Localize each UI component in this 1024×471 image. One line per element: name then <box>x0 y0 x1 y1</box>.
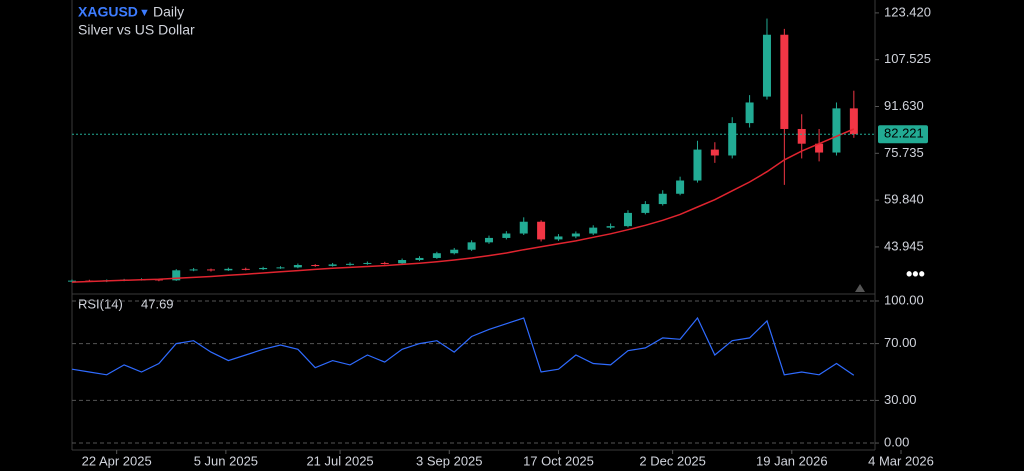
candle-body <box>606 226 615 228</box>
candle-body <box>206 269 215 271</box>
candle-body <box>293 265 302 268</box>
candle-body <box>450 249 459 254</box>
y-tick-label: 123.420 <box>884 4 931 19</box>
candle-body <box>571 233 580 237</box>
candle-body <box>693 149 702 181</box>
more-menu[interactable]: ••• <box>906 264 925 284</box>
y-tick-label: 75.735 <box>884 145 924 160</box>
x-tick-label: 5 Jun 2025 <box>194 453 258 468</box>
interval[interactable]: Daily <box>153 4 184 20</box>
subtitle: Silver vs US Dollar <box>78 22 195 38</box>
candle-body <box>415 257 424 261</box>
scroll-marker[interactable] <box>855 284 865 292</box>
y-tick-label: 30.00 <box>884 392 917 407</box>
x-tick-label: 21 Jul 2025 <box>306 453 373 468</box>
candle-body <box>502 233 511 238</box>
y-tick-label: 43.945 <box>884 238 924 253</box>
candle-body <box>554 236 563 240</box>
last-price-label: 82.221 <box>884 126 924 141</box>
symbol-dropdown-icon[interactable]: ▼ <box>139 7 150 19</box>
candle-body <box>432 253 441 258</box>
candle-body <box>467 242 476 250</box>
rsi-value: 47.69 <box>141 296 174 311</box>
candle-body <box>710 149 719 156</box>
candle-body <box>832 108 841 153</box>
x-tick-label: 19 Jan 2026 <box>756 453 828 468</box>
candle-body <box>380 262 389 264</box>
candle-body <box>589 227 598 234</box>
y-tick-label: 100.00 <box>884 292 924 307</box>
candle-body <box>623 212 632 227</box>
candle-body <box>172 270 181 281</box>
candle-body <box>154 279 163 281</box>
rsi-line <box>71 316 855 376</box>
candle-body <box>276 267 285 269</box>
x-tick-label: 2 Dec 2025 <box>639 453 706 468</box>
candle-body <box>241 268 250 270</box>
y-tick-label: 0.00 <box>884 434 909 449</box>
moving-average-line <box>71 128 855 283</box>
candle-body <box>68 280 76 282</box>
candle-body <box>797 128 806 144</box>
candle-body <box>745 102 754 124</box>
x-tick-label: 17 Oct 2025 <box>523 453 594 468</box>
candle-body <box>728 123 737 156</box>
candle-body <box>815 143 824 153</box>
candle-body <box>363 262 372 264</box>
candle-body <box>398 260 407 264</box>
plot-area: 43.945 59.840 75.735 91.630 107.525 123.420 82… <box>68 4 934 468</box>
y-tick-label: 91.630 <box>884 98 924 113</box>
candle-body <box>484 237 493 243</box>
candle-body <box>311 265 320 267</box>
candle-body <box>189 269 198 271</box>
candle-body <box>519 221 528 234</box>
x-tick-label: 4 Mar 2026 <box>868 453 934 468</box>
candle-body <box>849 108 858 135</box>
last-price-tag <box>878 125 928 144</box>
candle-body <box>676 180 685 194</box>
candle-body <box>259 267 268 270</box>
candle-body <box>780 34 789 129</box>
rsi-title: RSI(14) <box>78 296 123 311</box>
candle-body <box>641 204 650 213</box>
y-tick-label: 107.525 <box>884 51 931 66</box>
y-tick-label: 59.840 <box>884 192 924 207</box>
candle-body <box>658 193 667 205</box>
candle-body <box>762 34 771 97</box>
candle-body <box>328 264 337 266</box>
y-tick-label: 70.00 <box>884 335 917 350</box>
candle-body <box>537 221 546 240</box>
candle-body <box>224 268 233 271</box>
x-tick-label: 22 Apr 2025 <box>82 453 152 468</box>
candle-body <box>345 263 354 265</box>
x-tick-label: 3 Sep 2025 <box>416 453 483 468</box>
symbol[interactable]: XAGUSD <box>78 4 138 20</box>
